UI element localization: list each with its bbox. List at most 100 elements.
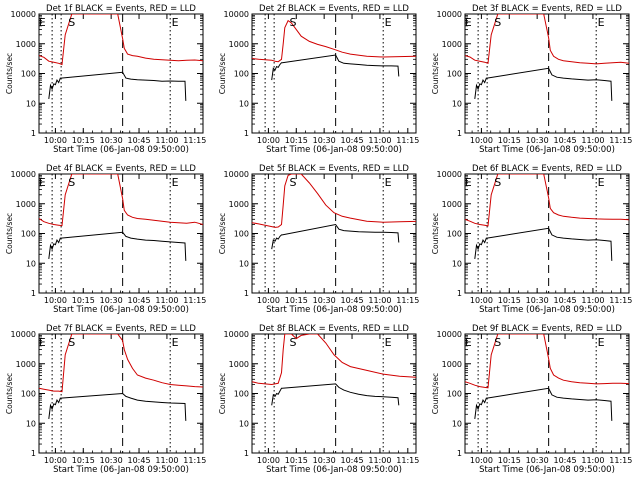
x-tick-label: 11:00 [581,296,604,305]
series-lld-line [252,19,416,63]
y-tick-label: 1000 [16,200,36,209]
marker-label: E [385,176,392,189]
series-events-line [48,392,187,421]
x-tick-label: 10:30 [100,296,123,305]
x-tick-label: 10:45 [128,296,151,305]
y-tick-label: 10 [452,99,462,108]
y-axis-label: Counts/sec [431,53,440,94]
x-tick-label: 10:30 [526,296,549,305]
panel-title: Det 4f BLACK = Events, RED = LLD [46,164,196,174]
y-tick-label: 100 [21,230,36,239]
series-events-line [48,231,187,261]
marker-label: E [598,16,605,29]
x-axis-label: Start Time (06-Jan-08 09:50:00) [266,145,402,155]
series-lld-line [252,174,416,228]
panel-det-7: Det 7f BLACK = Events, RED = LLD 1 10 100 10… [5,324,206,475]
y-tick-label: 1000 [229,200,249,209]
panel-det-8: Det 8f BLACK = Events, RED = LLD 1 10 100 10… [218,324,419,475]
x-tick-label: 11:15 [396,136,419,145]
y-tick-label: 10 [452,419,462,428]
marker-label: E [172,176,179,189]
x-axis-label: Start Time (06-Jan-08 09:50:00) [53,145,189,155]
x-tick-label: 10:30 [526,136,549,145]
x-tick-label: 11:00 [581,456,604,465]
marker-label: S [68,336,75,349]
panel-title: Det 2f BLACK = Events, RED = LLD [259,4,409,14]
marker-label: S [494,16,501,29]
y-axis-label: Counts/sec [218,213,227,254]
x-tick-label: 11:15 [396,296,419,305]
y-tick-label: 1000 [442,40,462,49]
x-tick-label: 10:15 [498,456,521,465]
marker-label: E [39,176,46,189]
marker-label: E [465,336,472,349]
panel-det-5: Det 5f BLACK = Events, RED = LLD 1 10 100 10… [218,164,419,315]
series-lld-line [252,334,416,386]
x-tick-label: 11:15 [609,296,632,305]
x-axis-label: Start Time (06-Jan-08 09:50:00) [479,145,615,155]
marker-label: S [290,176,297,189]
y-tick-label: 100 [234,390,249,399]
panel-det-4: Det 4f BLACK = Events, RED = LLD 1 10 100 10… [5,164,206,315]
marker-label: E [465,16,472,29]
series-lld-line [465,334,629,389]
x-tick-label: 10:00 [44,456,67,465]
marker-label: S [494,176,501,189]
panel-det-9: Det 9f BLACK = Events, RED = LLD 1 10 100 10… [431,324,632,475]
x-tick-label: 10:30 [313,136,336,145]
y-tick-label: 10000 [224,330,249,339]
y-tick-label: 1000 [442,360,462,369]
y-tick-label: 10000 [11,10,36,19]
y-tick-label: 10000 [224,170,249,179]
x-tick-label: 10:00 [470,136,493,145]
x-tick-label: 10:00 [44,296,67,305]
y-tick-label: 1000 [16,360,36,369]
y-tick-label: 10 [239,259,249,268]
x-tick-label: 10:30 [313,296,336,305]
x-tick-label: 10:00 [44,136,67,145]
x-tick-label: 11:00 [368,136,391,145]
panel-det-2: Det 2f BLACK = Events, RED = LLD 1 10 100 10… [218,4,419,155]
y-tick-label: 100 [447,230,462,239]
series-events-line [474,227,613,261]
x-tick-label: 10:15 [72,296,95,305]
y-tick-label: 1000 [229,40,249,49]
y-tick-label: 1 [31,129,36,138]
series-events-line [271,383,400,406]
x-tick-label: 10:45 [341,136,364,145]
x-tick-label: 10:45 [554,456,577,465]
y-tick-label: 100 [447,70,462,79]
y-tick-label: 1 [244,449,249,458]
x-tick-label: 10:00 [470,456,493,465]
x-tick-label: 11:00 [155,456,178,465]
y-tick-label: 10 [26,419,36,428]
series-events-line [48,71,187,101]
panel-title: Det 1f BLACK = Events, RED = LLD [46,4,196,14]
series-lld-line [465,174,629,227]
panel-title: Det 6f BLACK = Events, RED = LLD [472,164,622,174]
panel-title: Det 9f BLACK = Events, RED = LLD [472,324,622,334]
marker-label: S [68,176,75,189]
x-tick-label: 10:30 [100,456,123,465]
y-tick-label: 10 [26,99,36,108]
y-tick-label: 1 [244,289,249,298]
axes-frame [251,173,417,294]
y-tick-label: 1 [457,129,462,138]
x-axis-label: Start Time (06-Jan-08 09:50:00) [53,465,189,475]
marker-label: E [172,336,179,349]
marker-label: E [39,16,46,29]
y-axis-label: Counts/sec [218,53,227,94]
series-lld-line [465,14,629,65]
x-tick-label: 11:00 [581,136,604,145]
y-axis-label: Counts/sec [5,213,14,254]
y-axis-label: Counts/sec [431,373,440,414]
x-tick-label: 10:00 [470,296,493,305]
x-tick-label: 11:00 [155,296,178,305]
marker-label: E [598,176,605,189]
y-tick-label: 1000 [442,200,462,209]
x-tick-label: 10:15 [285,136,308,145]
y-tick-label: 10 [26,259,36,268]
y-tick-label: 10000 [11,330,36,339]
marker-label: E [172,16,179,29]
x-tick-label: 10:45 [341,296,364,305]
